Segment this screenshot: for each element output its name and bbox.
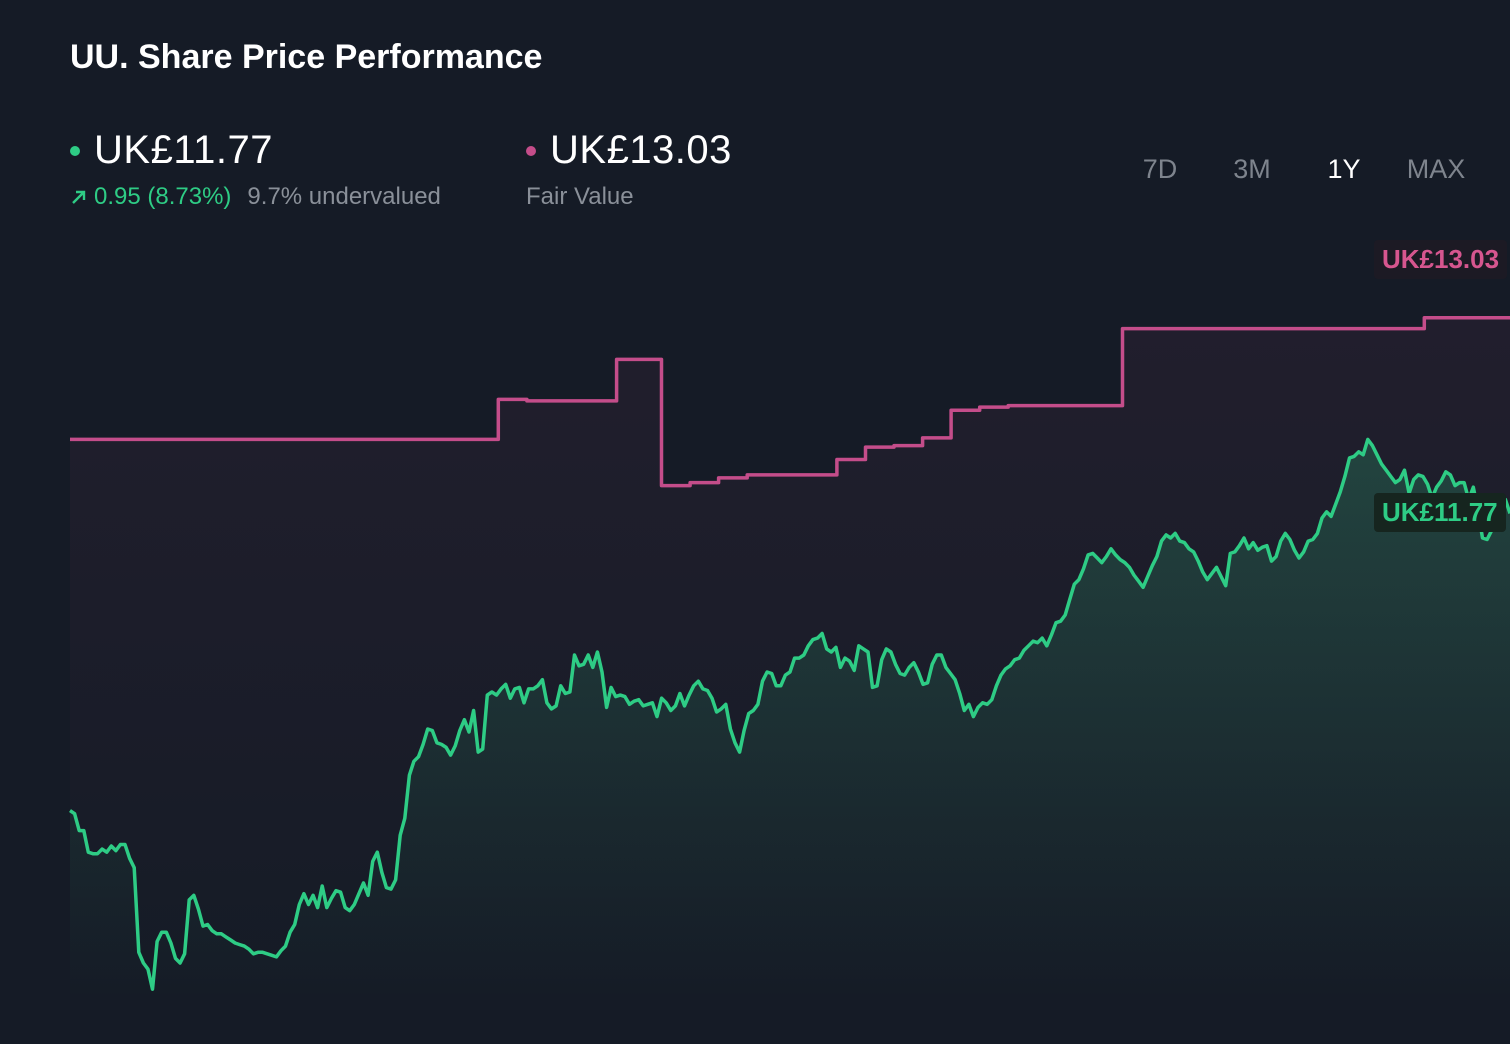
- range-tab-7d[interactable]: 7D: [1142, 154, 1178, 184]
- share-price-line: [69, 437, 1510, 991]
- range-tab-3m[interactable]: 3M: [1233, 154, 1271, 184]
- fair-value-tag: UK£13.03: [1374, 240, 1508, 279]
- price-change: 0.95 (8.73%): [70, 183, 231, 211]
- valuation-status: 9.7% undervalued: [247, 183, 441, 210]
- current-price-tag: UK£11.77: [1374, 493, 1506, 532]
- fair-value-dot: [526, 145, 536, 156]
- current-price-block: UK£11.77 0.95 (8.73%) 9.7% undervalued: [70, 128, 441, 211]
- fair-value-label: Fair Value: [526, 183, 634, 210]
- chart-title: UU. Share Price Performance: [70, 38, 543, 76]
- range-tab-max[interactable]: MAX: [1406, 154, 1466, 184]
- range-selector: 7D 3M 1Y MAX: [1114, 154, 1482, 185]
- current-price-value: UK£11.77: [94, 128, 273, 172]
- fair-value-line: [70, 316, 1510, 488]
- price-change-value: 0.95 (8.73%): [94, 183, 232, 210]
- share-price-area: [70, 439, 1510, 1000]
- fair-value-price: UK£13.03: [550, 128, 732, 172]
- current-price-dot: [70, 145, 80, 156]
- fair-value-block: UK£13.03 Fair Value: [526, 128, 732, 211]
- range-tab-1y[interactable]: 1Y: [1327, 154, 1361, 184]
- arrow-up-right-icon: [72, 190, 86, 204]
